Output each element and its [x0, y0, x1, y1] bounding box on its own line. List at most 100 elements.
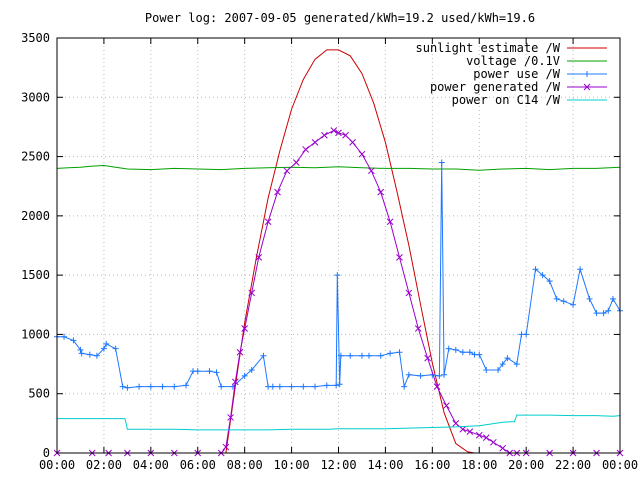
data-point: [119, 383, 126, 390]
legend-label: sunlight estimate /W: [416, 41, 561, 55]
data-point: [311, 138, 319, 146]
data-point: [433, 383, 441, 390]
y-tick-label: 0: [43, 446, 50, 460]
series-line: [57, 414, 621, 431]
data-point: [586, 295, 593, 302]
data-point: [241, 325, 249, 332]
series-power-on-c14-w: [57, 414, 621, 431]
x-tick-label: 06:00: [180, 458, 216, 472]
data-point: [387, 350, 394, 357]
data-point: [61, 333, 68, 340]
data-point: [476, 351, 483, 358]
data-point: [222, 443, 230, 451]
data-point: [269, 383, 276, 390]
data-point: [276, 383, 283, 390]
data-point: [183, 382, 190, 389]
data-point: [377, 352, 384, 359]
data-point: [459, 349, 466, 356]
data-point: [532, 266, 539, 273]
data-point: [231, 378, 239, 386]
data-point: [459, 425, 467, 433]
data-point: [218, 383, 225, 390]
data-point: [605, 307, 612, 314]
x-tick-label: 04:00: [133, 458, 169, 472]
y-tick-label: 1000: [21, 327, 50, 341]
data-point: [337, 352, 344, 359]
data-point: [546, 278, 553, 285]
data-point: [255, 254, 263, 261]
series-sunlight-estimate-w: [225, 49, 475, 454]
data-point: [213, 369, 220, 376]
x-tick-label: 14:00: [367, 458, 403, 472]
legend-marker: [584, 71, 590, 77]
data-point: [86, 351, 93, 358]
data-point: [452, 346, 459, 353]
data-point: [274, 188, 281, 196]
data-point: [424, 354, 431, 362]
legend-label: power generated /W: [430, 80, 561, 94]
data-point: [401, 383, 408, 390]
data-point: [206, 368, 213, 375]
data-point: [300, 383, 307, 390]
x-tick-label: 12:00: [320, 458, 356, 472]
data-point: [609, 295, 616, 302]
data-point: [112, 345, 119, 352]
data-point: [489, 438, 497, 446]
x-tick-label: 00:00: [39, 458, 75, 472]
data-point: [312, 383, 319, 390]
data-point: [414, 325, 422, 332]
data-point: [495, 367, 502, 373]
data-point: [441, 371, 448, 378]
data-point: [330, 127, 338, 134]
series-line: [57, 162, 621, 389]
data-point: [560, 298, 567, 305]
x-tick-label: 08:00: [227, 458, 263, 472]
data-point: [483, 367, 490, 373]
y-tick-label: 500: [28, 387, 50, 401]
data-point: [336, 381, 343, 388]
data-point: [443, 402, 450, 409]
data-point: [365, 352, 372, 359]
data-point: [436, 372, 443, 379]
data-point: [445, 345, 452, 352]
data-point: [321, 131, 328, 139]
data-point: [260, 352, 267, 359]
x-tick-label: 02:00: [86, 458, 122, 472]
series-line: [225, 49, 475, 454]
series-line: [56, 164, 621, 171]
data-point: [377, 188, 385, 196]
data-point: [333, 382, 340, 389]
data-point: [358, 352, 365, 359]
series-layer: [53, 49, 624, 457]
data-point: [570, 301, 577, 308]
data-point: [475, 431, 483, 439]
data-point: [396, 254, 403, 261]
data-point: [241, 372, 248, 379]
data-point: [593, 310, 600, 317]
data-point: [248, 367, 255, 373]
data-point: [342, 131, 349, 139]
x-tick-label: 18:00: [461, 458, 497, 472]
data-point: [386, 218, 394, 226]
axis-ticks: 00:00 02:00 04:00 06:00 08:00 10:00 12:00 14:00…: [21, 31, 638, 472]
x-tick-label: 20:00: [508, 458, 544, 472]
data-point: [405, 371, 412, 378]
y-tick-label: 3000: [21, 90, 50, 104]
y-tick-label: 1500: [21, 268, 50, 282]
data-point: [78, 350, 85, 357]
data-point: [283, 167, 291, 175]
data-point: [452, 420, 460, 427]
legend-marker: [583, 83, 591, 91]
data-point: [248, 289, 256, 297]
legend-label: power on C14 /W: [452, 93, 561, 107]
data-point: [227, 414, 234, 421]
series-voltage-0-1v: [56, 164, 621, 171]
data-point: [367, 167, 375, 175]
data-point: [147, 383, 154, 390]
data-point: [103, 340, 110, 347]
data-point: [136, 383, 143, 390]
y-tick-label: 2000: [21, 209, 50, 223]
legend-label: power use /W: [473, 67, 560, 81]
